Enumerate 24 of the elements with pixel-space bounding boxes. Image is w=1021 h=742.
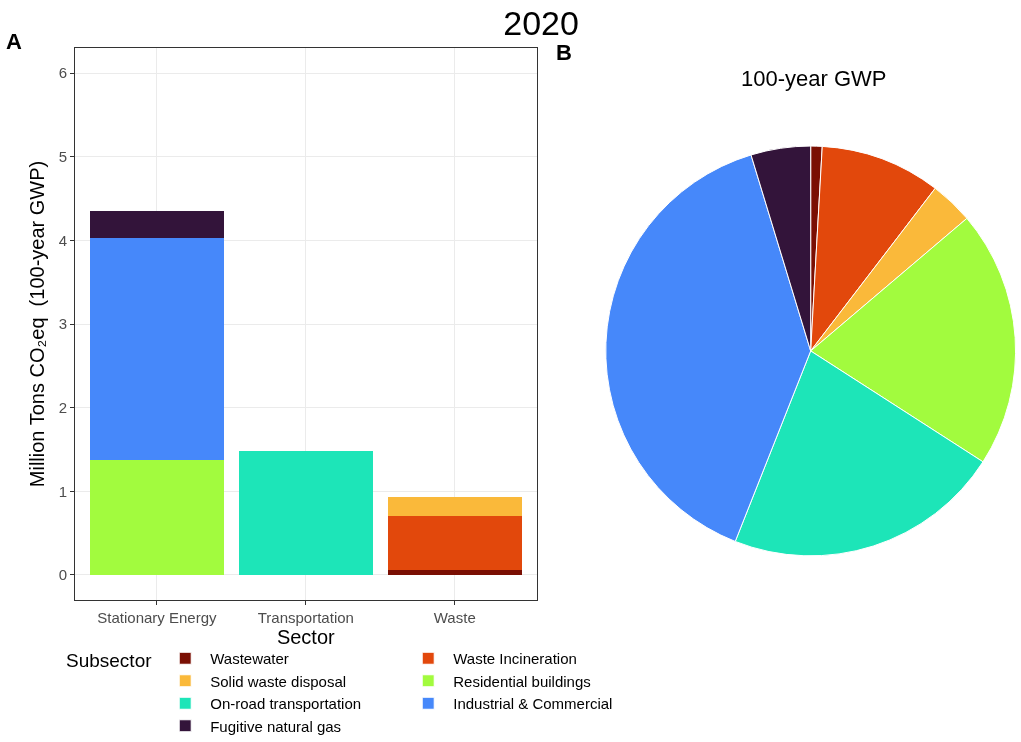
y-tick-label: 4 [58, 231, 67, 249]
legend-label: On-road transportation [210, 695, 362, 713]
y-axis-title: Million Tons CO₂eq (100-year GWP) [26, 160, 49, 488]
y-tick-label: 1 [58, 482, 67, 500]
y-tick-label: 3 [58, 315, 67, 333]
legend-label: Residential buildings [453, 672, 591, 690]
x-tick-label: Waste [433, 609, 476, 626]
legend-label: Waste Incineration [453, 650, 577, 668]
legend-label: Industrial & Commercial [453, 695, 613, 713]
y-tick-label: 2 [58, 398, 67, 416]
legend-title: Subsector [65, 649, 153, 671]
legend-label: Wastewater [210, 650, 289, 668]
chart-title: 100-year GWP [740, 65, 887, 91]
legend-label: Fugitive natural gas [210, 717, 342, 735]
y-tick-label: 5 [58, 147, 67, 165]
text: B [556, 40, 572, 65]
chart-title: 2020 [503, 3, 579, 42]
y-tick-label: 6 [58, 64, 67, 82]
legend-label: Solid waste disposal [210, 672, 347, 690]
y-tick-label: 0 [58, 566, 67, 584]
text: A [6, 29, 22, 54]
x-tick-label: Transportation [257, 609, 354, 626]
x-axis-title: Sector [276, 626, 336, 648]
x-tick-label: Stationary Energy [97, 609, 218, 626]
